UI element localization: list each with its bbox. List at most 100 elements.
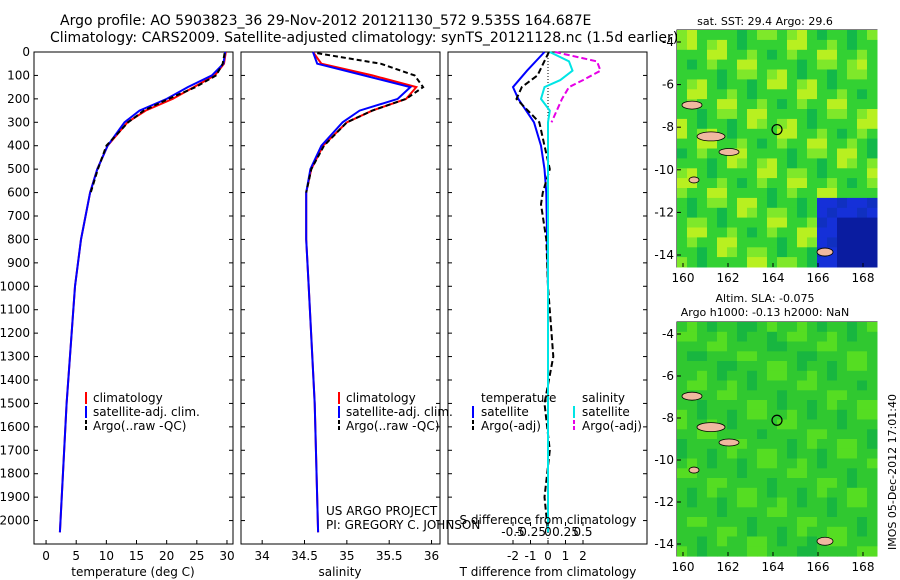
legend-s-satellite: satellite (582, 405, 630, 419)
map-cell (857, 197, 868, 209)
map-cell (837, 419, 848, 430)
map-cell (867, 217, 878, 228)
map-cell (697, 158, 708, 169)
map-cell (797, 128, 808, 140)
map-cell (767, 487, 778, 499)
map-cell (757, 361, 768, 372)
imos-timestamp: IMOS 05-Dec-2012 17:01:40 (886, 394, 899, 550)
map-cell (807, 419, 818, 430)
map-cell (837, 478, 848, 489)
map-cell (677, 207, 688, 219)
map-cell (677, 39, 688, 51)
map-cell (737, 409, 748, 421)
map-cell (717, 526, 728, 538)
map-cell (727, 79, 738, 90)
map-cell (687, 419, 698, 430)
map-cell (687, 409, 698, 421)
map-cell (727, 517, 738, 528)
map-cell (687, 546, 698, 557)
map-cell (867, 322, 878, 333)
map-cell (867, 370, 878, 382)
s-tick-label: 0 (544, 525, 552, 539)
map-cell (807, 188, 818, 199)
map-cell (837, 341, 848, 352)
map-cell (787, 109, 798, 120)
map-cell (827, 99, 838, 110)
map-cell (847, 390, 858, 401)
map-cell (847, 118, 858, 130)
map-cell (727, 478, 738, 489)
map-cell (747, 39, 758, 51)
map-cell (697, 478, 708, 489)
map-cell (697, 69, 708, 80)
map-cell (787, 168, 798, 179)
map-cell (787, 331, 798, 343)
map-x-tick-label: 168 (852, 560, 875, 574)
map-cell (857, 247, 868, 258)
map-cell (707, 79, 718, 90)
x-tick-label: 35 (339, 549, 354, 563)
depth-tick-label: 100 (7, 68, 30, 82)
map-cell (807, 341, 818, 352)
map-cell (717, 69, 728, 80)
series-line-argo-adj- (550, 51, 602, 123)
map-cell (867, 458, 878, 469)
map-cell (827, 546, 838, 557)
map-cell (837, 331, 848, 343)
map-cell (777, 536, 788, 547)
map-cell (737, 79, 748, 90)
map-cell (787, 30, 798, 41)
map-cell (757, 158, 768, 169)
series-line-satellite-adj-clim- (58, 51, 227, 533)
map-cell (767, 128, 778, 140)
map-cell (817, 487, 828, 499)
map-cell (867, 168, 878, 179)
map-cell (677, 419, 688, 430)
map-cell (757, 487, 768, 499)
map-cell (787, 39, 798, 51)
map-cell (787, 370, 798, 382)
map-cell (797, 487, 808, 499)
map-cell (777, 30, 788, 41)
map-cell (697, 409, 708, 421)
map-cell (827, 197, 838, 209)
map-cell (737, 448, 748, 460)
series-line-argo-raw-qc- (89, 53, 226, 193)
map-cell (787, 361, 798, 372)
map-cell (847, 322, 858, 333)
map-cell (687, 526, 698, 538)
map-cell (747, 79, 758, 90)
map-cell (847, 331, 858, 343)
map-cell (767, 536, 778, 547)
s-diff-xlabel: S difference from climatology (460, 513, 637, 527)
map-cell (837, 237, 848, 248)
map-cell (807, 39, 818, 51)
land-shape (718, 438, 740, 447)
map-cell (817, 380, 828, 391)
map-cell (737, 99, 748, 110)
map-cell (757, 390, 768, 401)
map-cell (857, 168, 868, 179)
map-x-tick-label: 164 (762, 560, 785, 574)
map-cell (797, 197, 808, 209)
map-cell (707, 370, 718, 382)
map-cell (717, 400, 728, 411)
map-cell (737, 478, 748, 489)
map-cell (737, 517, 748, 528)
map-cell (857, 99, 868, 110)
map-cell (687, 448, 698, 460)
map-cell (747, 517, 758, 528)
map-cell (697, 109, 708, 120)
map-cell (767, 380, 778, 391)
map-cell (717, 188, 728, 199)
x-tick-label: 5 (72, 549, 80, 563)
map-cell (857, 178, 868, 189)
land-shape (681, 391, 703, 401)
map-cell (827, 419, 838, 430)
x-tick-label: 15 (129, 549, 144, 563)
map-cell (767, 429, 778, 440)
map-cell (827, 322, 838, 333)
map-cell (857, 448, 868, 460)
map-cell (737, 109, 748, 120)
map-cell (837, 30, 848, 41)
